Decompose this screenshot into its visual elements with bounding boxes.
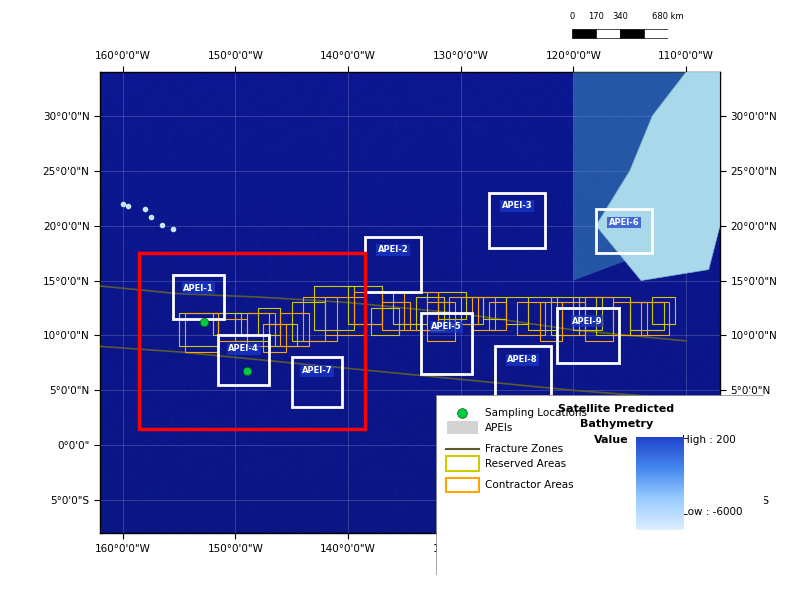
Bar [185, 313, 218, 352]
Text: APEI-2: APEI-2 [378, 246, 409, 255]
Bar [303, 297, 337, 341]
Bar [258, 308, 280, 335]
Polygon shape [574, 72, 720, 280]
Bar [506, 297, 528, 325]
Bar [235, 313, 269, 341]
Text: Reserved Areas: Reserved Areas [485, 459, 566, 468]
Bar [528, 297, 557, 330]
Text: Sampling Locations: Sampling Locations [485, 409, 587, 418]
Bar [574, 297, 602, 330]
Text: Bathymetry: Bathymetry [580, 419, 653, 429]
Text: APEI-8: APEI-8 [507, 355, 538, 364]
Bar [416, 297, 444, 330]
Bar [446, 420, 478, 435]
Text: 170: 170 [588, 12, 604, 21]
Text: APEI-1: APEI-1 [183, 284, 214, 293]
Text: 680 km: 680 km [652, 12, 684, 21]
Bar [446, 478, 478, 492]
Text: Contractor Areas: Contractor Areas [485, 480, 574, 490]
Bar [641, 302, 670, 335]
Bar [613, 302, 646, 335]
Bar [427, 302, 455, 341]
Bar [365, 237, 422, 292]
Bar [472, 297, 494, 330]
Text: APEI-4: APEI-4 [228, 344, 259, 353]
Bar [213, 313, 241, 335]
Bar [292, 302, 326, 341]
Text: APEI-7: APEI-7 [302, 366, 332, 375]
Bar [517, 302, 546, 335]
Text: APEI-9: APEI-9 [572, 317, 603, 326]
Bar [572, 29, 596, 38]
Bar [393, 292, 427, 325]
Bar [540, 302, 562, 341]
Text: APEI-5: APEI-5 [431, 322, 462, 331]
Text: Value: Value [594, 435, 628, 445]
Bar [630, 302, 664, 330]
Bar [174, 275, 224, 319]
Bar [644, 29, 668, 38]
Bar [292, 358, 342, 407]
Bar [446, 456, 478, 471]
Text: APEI-6: APEI-6 [609, 218, 639, 227]
Bar [269, 325, 298, 346]
Bar [596, 209, 652, 253]
Bar [354, 292, 382, 325]
Bar [382, 302, 410, 330]
Bar [370, 308, 398, 335]
Text: High : 200: High : 200 [682, 435, 736, 445]
Bar [551, 297, 579, 335]
Bar [489, 193, 546, 247]
Text: APEIs: APEIs [485, 423, 514, 432]
Bar [280, 313, 309, 346]
Polygon shape [596, 72, 720, 280]
Bar [652, 297, 675, 325]
Bar [450, 297, 478, 325]
Bar [620, 29, 644, 38]
Bar [489, 302, 506, 330]
Bar [348, 286, 382, 325]
FancyBboxPatch shape [436, 395, 764, 575]
Bar [438, 292, 466, 319]
Bar [179, 313, 218, 346]
Bar [596, 297, 630, 335]
Bar [218, 319, 246, 341]
Bar [494, 346, 551, 396]
Text: Low : -6000: Low : -6000 [682, 507, 742, 517]
Text: 340: 340 [612, 12, 628, 21]
Bar [246, 313, 274, 346]
Bar [562, 302, 585, 335]
Bar [461, 297, 483, 325]
Bar [218, 335, 269, 385]
Text: Satellite Predicted: Satellite Predicted [558, 404, 674, 415]
Text: Fracture Zones: Fracture Zones [485, 444, 563, 454]
Bar [585, 297, 613, 341]
Bar [422, 313, 472, 374]
Bar [404, 292, 438, 330]
Bar [139, 253, 365, 429]
Text: APEI-3: APEI-3 [502, 201, 533, 210]
Bar [596, 29, 620, 38]
Bar [314, 286, 354, 330]
Bar [263, 325, 286, 352]
Bar [326, 297, 365, 335]
Text: 0: 0 [570, 12, 574, 21]
Bar [557, 308, 618, 363]
Bar [483, 297, 506, 319]
